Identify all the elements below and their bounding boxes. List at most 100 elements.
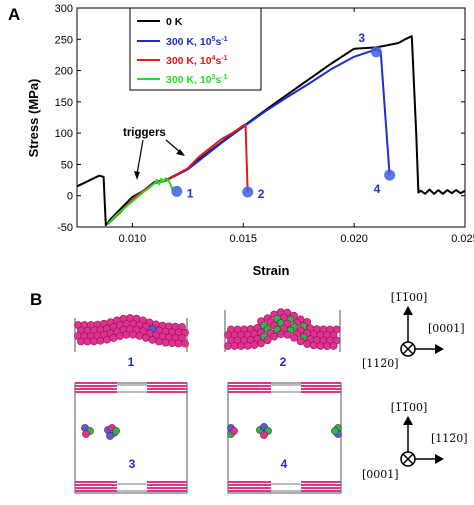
- y-tick-label: -50: [57, 222, 73, 234]
- snapshot-4-cell: [227, 382, 342, 494]
- stress-strain-chart: -50 0 50 100 150 200 250 300 0.010 0.015 0.020 0.02…: [26, 3, 474, 278]
- atom: [224, 342, 232, 350]
- atom: [181, 339, 189, 348]
- snapshot-1-atoms: [74, 314, 189, 348]
- triad-bottom-right-label: [112̅0]: [431, 432, 468, 445]
- atom: [263, 336, 272, 345]
- atom: [230, 342, 239, 350]
- snapshot-1: 1: [74, 314, 189, 369]
- trigger-arrow-left: [136, 139, 144, 175]
- y-tick-label: 200: [55, 66, 73, 78]
- atom: [260, 431, 268, 439]
- series-300k-1e4: [107, 123, 249, 225]
- marker-point-4: [384, 169, 396, 181]
- triad-top-right-label: [0001]: [428, 322, 465, 335]
- atom: [155, 337, 163, 346]
- atom: [270, 332, 279, 341]
- triggers-label: triggers: [123, 127, 166, 139]
- triad-bottom-up-arrowhead: [403, 416, 413, 425]
- snapshot-2-atoms: [224, 308, 341, 350]
- plot-frame: [76, 7, 466, 228]
- atom: [109, 334, 118, 342]
- atom: [122, 330, 131, 339]
- atom: [257, 339, 265, 348]
- x-tick-label: 0.020: [340, 233, 368, 245]
- atom: [96, 336, 105, 345]
- y-tick-label: 50: [61, 159, 73, 171]
- triad-top-into-label: [112̅0]: [362, 357, 399, 370]
- atom: [290, 333, 298, 342]
- atom: [106, 432, 114, 440]
- atom: [331, 427, 339, 435]
- atom: [82, 430, 90, 438]
- x-tick-label: 0.010: [119, 233, 147, 245]
- marker-label-3: 3: [358, 31, 365, 45]
- triad-bottom-into-page-icon-cross-b: [402, 453, 414, 465]
- marker-point-2: [242, 186, 254, 198]
- marker-point-3: [370, 46, 382, 58]
- snapshot-3-cell: [74, 382, 188, 494]
- atom: [243, 341, 252, 350]
- orientation-triad-top: [1̅1̅00] [0001] [112̅0]: [362, 291, 465, 370]
- atom: [309, 341, 318, 350]
- y-tick-label: 250: [55, 34, 73, 46]
- triad-bottom-up-label: [1̅1̅00]: [391, 401, 428, 414]
- y-tick-label: 0: [67, 191, 73, 203]
- atom: [112, 427, 120, 435]
- snapshot-2: 2: [224, 308, 341, 369]
- legend-entry-1e5: 300 K, 105s-1: [166, 36, 228, 48]
- series-0k: [76, 35, 466, 227]
- atom: [237, 342, 246, 350]
- snapshot-4-label: 4: [281, 457, 288, 471]
- y-tick-label: 150: [55, 97, 73, 109]
- atom: [296, 337, 305, 346]
- atom: [329, 342, 338, 350]
- axis-ticks: -50 0 50 100 150 200 250 300 0.010 0.015 0.020 0.02…: [55, 3, 474, 245]
- panel-b-label: B: [30, 290, 42, 309]
- trigger-arrowhead-right: [176, 149, 185, 156]
- atom: [116, 332, 124, 341]
- x-tick-label: 0.025: [451, 233, 474, 245]
- atom: [161, 338, 170, 347]
- marker-point-1: [171, 185, 183, 197]
- triad-bottom-into-label: [0001]: [362, 468, 399, 481]
- x-axis-label: Strain: [253, 263, 290, 278]
- atom: [103, 335, 111, 344]
- atom: [250, 341, 259, 349]
- triad-bottom-right-arrowhead: [435, 454, 444, 464]
- atom: [168, 339, 176, 348]
- marker-label-1: 1: [187, 186, 194, 200]
- trigger-arrowhead-left: [134, 171, 140, 180]
- triad-top-up-arrowhead: [403, 306, 413, 315]
- trigger-arrow-right: [165, 139, 181, 153]
- atom: [316, 341, 325, 350]
- y-axis-label: Stress (MPa): [26, 79, 41, 158]
- snapshot-1-label: 1: [128, 355, 135, 369]
- snapshot-2-label: 2: [280, 355, 287, 369]
- atom: [148, 336, 157, 344]
- atom: [230, 427, 238, 435]
- marker-label-4: 4: [374, 182, 381, 196]
- snapshot-3-atoms: [75, 382, 187, 492]
- orientation-triad-bottom: [1̅1̅00] [112̅0] [0001]: [362, 401, 468, 481]
- triggers-annotation: triggers: [123, 127, 185, 180]
- snapshot-3: 3: [74, 382, 188, 494]
- data-markers: 1 2 3 4: [171, 31, 396, 201]
- atom: [303, 340, 312, 348]
- atom: [135, 331, 144, 340]
- atom: [283, 330, 292, 339]
- legend-entry-1e4: 300 K, 104s-1: [166, 55, 228, 67]
- triad-top-into-page-icon-cross-b: [402, 343, 414, 355]
- triad-top-right-arrowhead: [435, 344, 444, 354]
- panel-a-label: A: [8, 5, 20, 24]
- snapshot-4-atoms: [227, 382, 342, 492]
- series-300k-1e3: [107, 177, 174, 225]
- data-series: [76, 35, 466, 227]
- atom: [90, 337, 98, 346]
- marker-label-2: 2: [258, 187, 265, 201]
- y-tick-label: 300: [55, 3, 73, 15]
- atom: [77, 337, 85, 346]
- triad-top-up-label: [1̅1̅00]: [391, 291, 428, 304]
- legend-entry-1e3: 300 K, 103s-1: [166, 74, 228, 86]
